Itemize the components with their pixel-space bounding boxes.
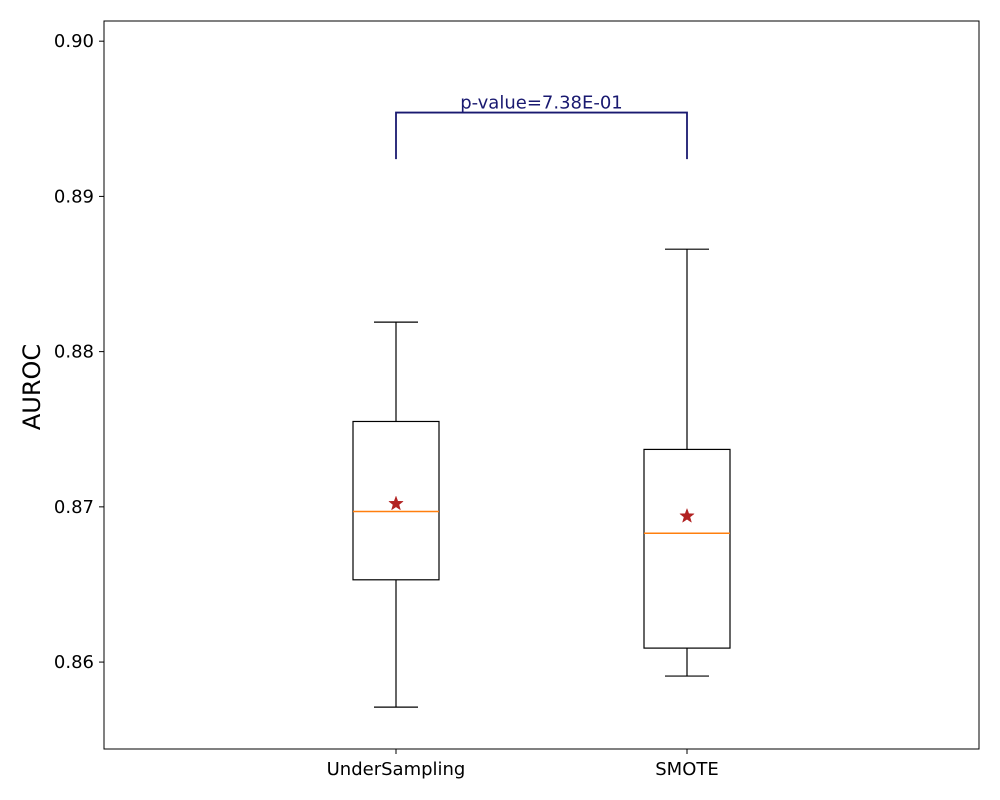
iqr-box bbox=[643, 448, 731, 649]
x-axis-ticks: UnderSampling SMOTE bbox=[327, 749, 719, 780]
iqr-box bbox=[352, 420, 440, 581]
mean-marker-star-icon bbox=[388, 495, 404, 511]
mean-marker-star-icon bbox=[679, 507, 695, 523]
y-tick-label: 0.86 bbox=[54, 652, 94, 673]
y-tick-label: 0.90 bbox=[54, 31, 94, 52]
boxes-layer bbox=[352, 248, 731, 708]
significance-bracket bbox=[395, 111, 688, 160]
y-tick-label: 0.89 bbox=[54, 186, 94, 207]
p-value-label: p-value=7.38E-01 bbox=[460, 93, 623, 114]
y-axis-label: AUROC bbox=[18, 344, 46, 430]
y-tick-label: 0.88 bbox=[54, 342, 94, 363]
box-undersampling bbox=[352, 321, 440, 708]
significance-annotation: p-value=7.38E-01 bbox=[395, 93, 688, 160]
y-axis-ticks: 0.86 0.87 0.88 0.89 0.90 bbox=[54, 31, 104, 673]
box-smote bbox=[643, 248, 731, 677]
y-tick-label: 0.87 bbox=[54, 497, 94, 518]
plot-frame bbox=[103, 20, 980, 750]
x-tick-label: SMOTE bbox=[655, 759, 719, 780]
x-tick-label: UnderSampling bbox=[327, 759, 466, 780]
